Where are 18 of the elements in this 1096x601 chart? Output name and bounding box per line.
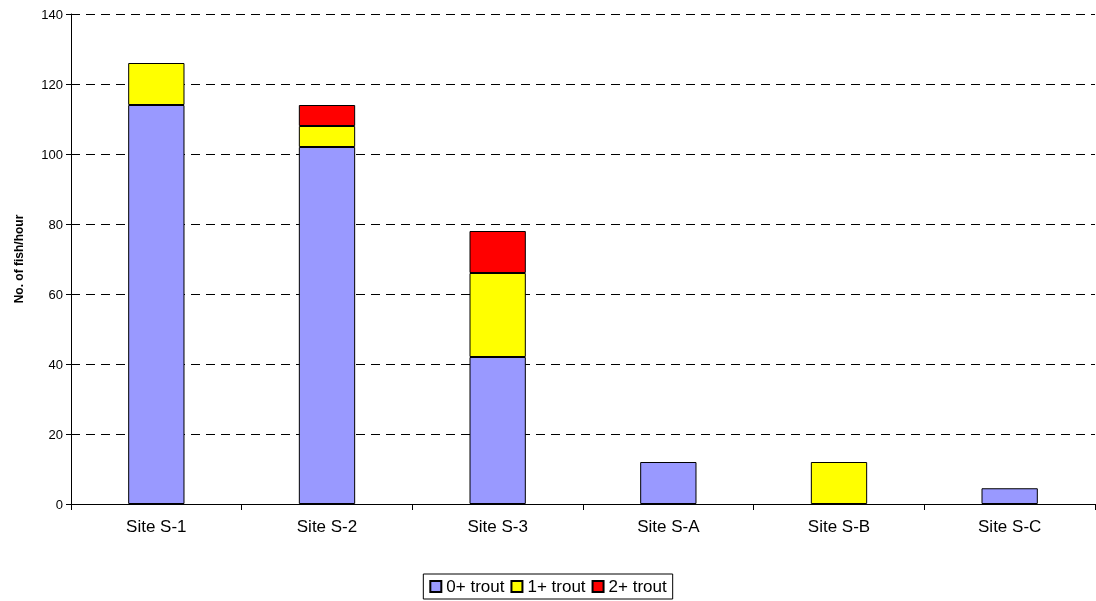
y-tick-label: 60: [48, 286, 63, 302]
x-tick-label: Site S-A: [637, 517, 701, 536]
y-tick-label: 0: [55, 496, 63, 512]
x-tick-label: Site S-1: [126, 517, 187, 536]
x-tick-label: Site S-2: [296, 517, 358, 536]
y-tick-label: 120: [41, 76, 63, 92]
x-tick-label: Site S-C: [978, 517, 1042, 536]
y-axis-title: No. of fish/hour: [12, 214, 26, 304]
y-tick-label: 80: [48, 216, 63, 232]
legend-label: 1+ trout: [527, 577, 586, 596]
y-tick-label: 20: [48, 426, 63, 442]
legend-label: 2+ trout: [608, 577, 667, 596]
x-tick-label: Site S-3: [467, 517, 528, 536]
y-tick-label: 100: [41, 146, 63, 162]
x-tick-label: Site S-B: [807, 517, 871, 536]
legend-label: 0+ trout: [446, 577, 505, 596]
y-tick-label: 40: [48, 356, 63, 372]
y-tick-label: 140: [41, 6, 63, 22]
